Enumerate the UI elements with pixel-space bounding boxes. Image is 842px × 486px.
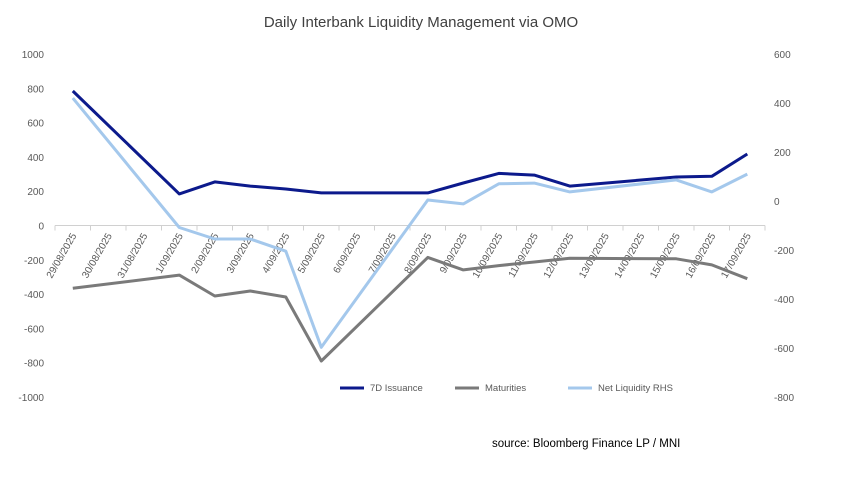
left-axis-tick-label: 800: [27, 84, 44, 95]
left-axis-tick-label: 600: [27, 119, 44, 130]
series-line-7d-issuance: [71, 89, 749, 196]
right-axis-tick-label: -600: [774, 344, 794, 355]
x-axis-tick-label: 8/09/2025: [403, 231, 435, 275]
x-axis-tick-label: 13/09/2025: [577, 231, 612, 280]
left-axis-tick-label: -1000: [18, 393, 44, 404]
series-line-net-liquidity-rhs: [71, 97, 748, 349]
left-axis-tick-label: 200: [27, 187, 44, 198]
series-line-maturities: [72, 255, 748, 363]
left-axis-tick-label: -800: [24, 359, 44, 370]
chart-title: Daily Interbank Liquidity Management via…: [263, 14, 579, 31]
left-axis-tick-label: 0: [38, 222, 44, 233]
right-axis-tick-label: -200: [774, 246, 794, 257]
legend-label: Maturities: [485, 383, 526, 394]
x-axis-tick-label: 31/08/2025: [116, 231, 151, 280]
right-axis-tick-label: 600: [774, 50, 791, 61]
x-axis-tick-label: 5/09/2025: [296, 231, 328, 275]
right-axis-tick-label: 200: [774, 148, 791, 159]
right-axis-tick-label: 0: [774, 197, 780, 208]
left-axis-tick-label: -200: [24, 256, 44, 267]
left-axis-tick-label: -400: [24, 290, 44, 301]
right-axis-tick-label: -400: [774, 295, 794, 306]
x-axis-tick-label: 16/09/2025: [684, 231, 719, 280]
x-axis-tick-label: 6/09/2025: [332, 231, 364, 275]
x-axis-tick-label: 7/09/2025: [367, 231, 399, 275]
left-axis-tick-label: -600: [24, 324, 44, 335]
legend-label: 7D Issuance: [370, 383, 423, 394]
x-axis-tick-label: 14/09/2025: [613, 231, 648, 280]
x-axis-tick-label: 29/08/2025: [45, 231, 80, 280]
x-axis-tick-label: 11/09/2025: [507, 231, 541, 280]
x-axis-tick-label: 15/09/2025: [648, 231, 683, 280]
right-axis-tick-label: -800: [774, 393, 794, 404]
x-axis-tick-label: 1/09/2025: [154, 231, 186, 275]
x-axis-tick-label: 12/09/2025: [542, 231, 577, 280]
left-axis-tick-label: 400: [27, 153, 44, 164]
legend-label: Net Liquidity RHS: [598, 383, 673, 394]
x-axis-tick-label: 30/08/2025: [80, 231, 115, 280]
right-axis-tick-label: 400: [774, 99, 791, 110]
source-note: source: Bloomberg Finance LP / MNI: [492, 438, 681, 450]
left-axis-tick-label: 1000: [22, 50, 45, 61]
x-axis-tick-label: 10/09/2025: [471, 231, 506, 280]
